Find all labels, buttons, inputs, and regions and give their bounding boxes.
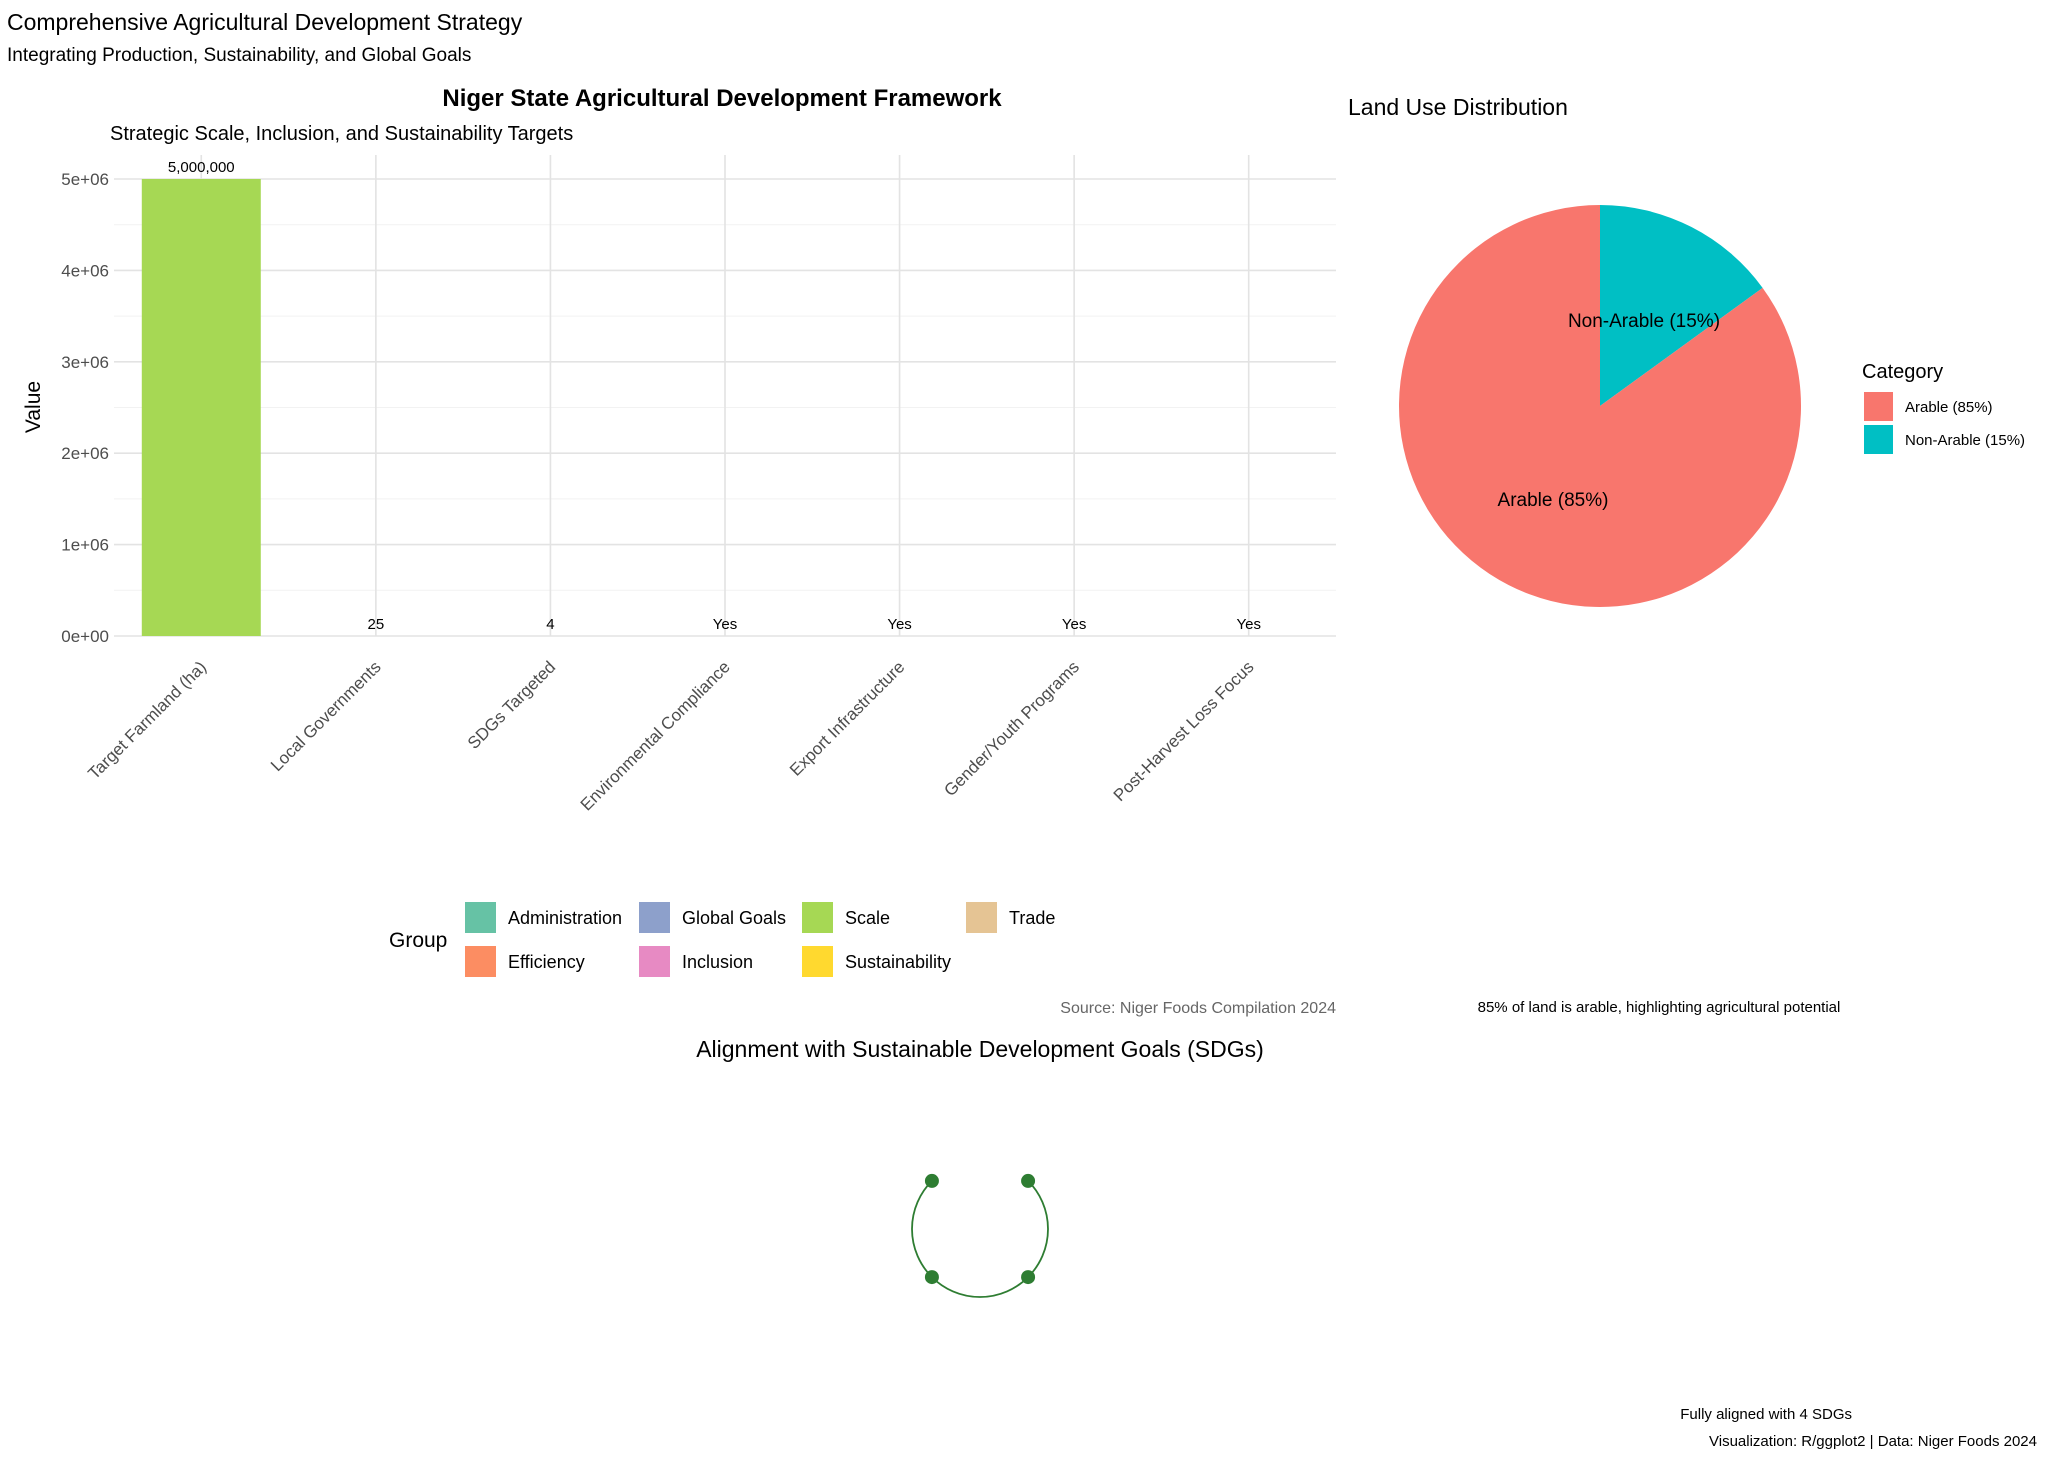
page-subtitle: Integrating Production, Sustainability, …	[7, 45, 471, 66]
bar-chart-title: Niger State Agricultural Development Fra…	[442, 85, 1002, 112]
pie-chart: Land Use Distribution Non-Arable (15%) Ar…	[1348, 94, 2025, 1016]
pie-chart-caption: 85% of land is arable, highlighting agri…	[1478, 999, 1841, 1016]
legend-label: Trade	[1009, 908, 1055, 928]
data-label: 5,000,000	[168, 159, 235, 176]
data-label: Yes	[887, 616, 911, 633]
pie-slice	[1398, 205, 1801, 607]
pie-slice	[1600, 205, 1763, 406]
x-tick-label: Target Farmland (ha)	[84, 657, 210, 783]
data-label: 4	[546, 616, 554, 633]
pie-chart-title: Land Use Distribution	[1348, 94, 1568, 120]
legend-key	[1864, 425, 1893, 454]
legend-label: Non-Arable (15%)	[1905, 432, 2025, 449]
legend-key	[1864, 392, 1893, 421]
sdg-chart-title: Alignment with Sustainable Development G…	[696, 1036, 1264, 1062]
data-label: 25	[368, 616, 385, 633]
legend-key	[465, 902, 496, 933]
y-tick-label: 1e+06	[61, 536, 109, 555]
pie-label: Non-Arable (15%)	[1568, 311, 1720, 332]
caption-sdg-alignment: Fully aligned with 4 SDGs	[1680, 1406, 1852, 1423]
page-title: Comprehensive Agricultural Development S…	[7, 9, 523, 35]
y-tick-label: 4e+06	[61, 261, 109, 280]
data-label: Yes	[713, 616, 737, 633]
legend-label: Administration	[508, 908, 622, 928]
legend-label: Inclusion	[682, 952, 753, 972]
pie-label: Arable (85%)	[1498, 490, 1609, 511]
data-label: Yes	[1062, 616, 1086, 633]
sdg-point	[1021, 1173, 1036, 1188]
y-tick-label: 0e+00	[61, 627, 109, 646]
x-tick-label: Environmental Compliance	[577, 657, 734, 814]
x-tick-label: Gender/Youth Programs	[940, 657, 1083, 800]
bar-chart-subtitle: Strategic Scale, Inclusion, and Sustaina…	[110, 123, 573, 145]
bar-chart-caption: Source: Niger Foods Compilation 2024	[1060, 1000, 1336, 1017]
x-tick-label: SDGs Targeted	[464, 657, 559, 752]
legend-key	[639, 946, 670, 977]
sdg-chart: Alignment with Sustainable Development G…	[696, 1036, 1264, 1298]
legend-key	[966, 902, 997, 933]
legend-title: Group	[389, 929, 447, 952]
legend-label: Arable (85%)	[1905, 399, 1993, 416]
caption-attribution: Visualization: R/ggplot2 | Data: Niger F…	[1709, 1433, 2037, 1450]
legend-key	[802, 946, 833, 977]
legend-label: Global Goals	[682, 908, 786, 928]
legend-key	[639, 902, 670, 933]
x-tick-label: Post-Harvest Loss Focus	[1110, 657, 1258, 805]
legend-label: Sustainability	[845, 952, 951, 972]
bar-chart: Niger State Agricultural Development Fra…	[22, 85, 1336, 1017]
legend-key	[465, 946, 496, 977]
x-tick-label: Local Governments	[267, 657, 385, 775]
sdg-arc	[911, 1180, 1049, 1298]
y-tick-label: 5e+06	[61, 170, 109, 189]
sdg-point	[1021, 1270, 1036, 1285]
y-axis-label: Value	[22, 381, 45, 433]
data-label: Yes	[1236, 616, 1260, 633]
legend-key	[802, 902, 833, 933]
sdg-point	[924, 1270, 939, 1285]
legend-title: Category	[1862, 361, 1943, 383]
y-tick-label: 3e+06	[61, 353, 109, 372]
legend-label: Efficiency	[508, 952, 585, 972]
y-tick-label: 2e+06	[61, 444, 109, 463]
legend-label: Scale	[845, 908, 890, 928]
bar	[141, 179, 261, 636]
sdg-point	[924, 1173, 939, 1188]
x-tick-label: Export Infrastructure	[786, 657, 908, 779]
